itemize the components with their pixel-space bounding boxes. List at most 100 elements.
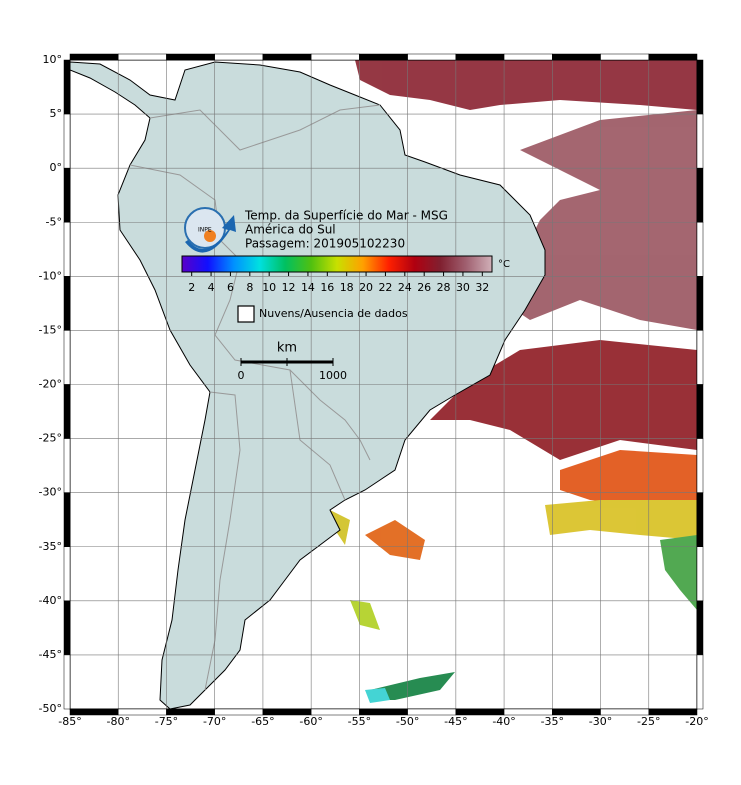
lon-label: -70° <box>203 715 226 728</box>
frame-segment <box>696 59 704 115</box>
colorbar-label: 12 <box>282 281 296 294</box>
lat-label: -20° <box>39 378 62 391</box>
frame-segment <box>166 53 215 61</box>
frame-segment <box>696 654 704 710</box>
lat-label: -50° <box>39 702 62 715</box>
frame-segment <box>63 492 71 547</box>
frame-segment <box>648 708 698 716</box>
colorbar-label: 20 <box>359 281 373 294</box>
lon-label: -80° <box>106 715 129 728</box>
title-line: Passagem: 201905102230 <box>245 237 405 251</box>
scale-start: 0 <box>238 369 245 382</box>
legend-swatch <box>237 305 255 323</box>
frame-segment <box>552 53 601 61</box>
frame-segment <box>63 59 71 115</box>
colorbar-label: 22 <box>378 281 392 294</box>
lon-label: -45° <box>444 715 467 728</box>
frame-segment <box>262 53 312 61</box>
colorbar-label: 18 <box>340 281 354 294</box>
colorbar-label: 24 <box>398 281 412 294</box>
frame-segment <box>69 53 119 61</box>
frame-segment <box>63 167 71 223</box>
frame-segment <box>696 384 704 439</box>
lon-label: -40° <box>492 715 515 728</box>
logo-text: INPE <box>198 227 212 234</box>
lon-label: -55° <box>348 715 371 728</box>
frame-segment <box>359 53 408 61</box>
frame-segment <box>63 384 71 439</box>
frame-ticks <box>63 53 704 716</box>
frame-segment <box>310 53 360 61</box>
colorbar-label: 2 <box>188 281 195 294</box>
colorbar-label: 28 <box>437 281 451 294</box>
frame-segment <box>696 330 704 385</box>
lat-label: -10° <box>39 269 62 282</box>
lon-label: -50° <box>396 715 419 728</box>
lat-label: -40° <box>39 594 62 607</box>
frame-segment <box>696 600 704 656</box>
scale-end: 1000 <box>319 369 347 382</box>
lat-label: -25° <box>39 432 62 445</box>
frame-segment <box>214 53 264 61</box>
frame-segment <box>696 492 704 547</box>
lat-label: -35° <box>39 540 62 553</box>
scale-unit: km <box>277 341 297 356</box>
frame-segment <box>63 330 71 385</box>
lat-label: -45° <box>39 648 62 661</box>
borders <box>129 104 381 691</box>
colorbar-label: 32 <box>475 281 489 294</box>
colorbar-label: 16 <box>320 281 334 294</box>
title-line: Temp. da Superfície do Mar - MSG <box>244 209 448 223</box>
frame-segment <box>407 53 457 61</box>
lat-label: 5° <box>50 107 63 120</box>
frame-segment <box>117 53 167 61</box>
frame-segment <box>63 438 71 493</box>
lon-label: -25° <box>637 715 660 728</box>
colorbar-label: 6 <box>227 281 234 294</box>
colorbar-label: 14 <box>301 281 315 294</box>
colorbar-label: 8 <box>246 281 253 294</box>
logo: INPE <box>184 207 236 253</box>
frame-segment <box>63 546 71 602</box>
frame-segment <box>696 222 704 277</box>
sst-field <box>330 60 697 703</box>
lon-label: -35° <box>541 715 564 728</box>
lon-label: -60° <box>299 715 322 728</box>
frame-segment <box>63 222 71 277</box>
axis-labels: 10° 5° 0° -5° -10° -15° -20° -25° -30° -35° -40° -4… <box>39 53 709 728</box>
frame-segment <box>696 546 704 602</box>
frame-segment <box>696 167 704 223</box>
frame-segment <box>63 654 71 710</box>
lat-label: 0° <box>50 161 63 174</box>
legend-label: Nuvens/Ausencia de dados <box>259 307 408 320</box>
lon-label: -65° <box>251 715 274 728</box>
lon-label: -75° <box>155 715 178 728</box>
lat-label: -15° <box>39 323 62 336</box>
lon-label: -30° <box>589 715 612 728</box>
frame-segment <box>503 53 553 61</box>
frame-segment <box>63 276 71 331</box>
lat-label: 10° <box>43 53 63 66</box>
lat-label: -30° <box>39 486 62 499</box>
frame-segment <box>63 113 71 169</box>
colorbar-unit: °C <box>498 259 510 270</box>
colorbar-label: 10 <box>262 281 276 294</box>
colorbar-label: 30 <box>456 281 470 294</box>
frame-segment <box>600 53 650 61</box>
lon-label: -20° <box>685 715 708 728</box>
scale-bar <box>240 358 334 366</box>
graticule <box>70 60 697 709</box>
colorbar <box>181 255 493 273</box>
lon-label: -85° <box>58 715 81 728</box>
map-area <box>70 60 697 709</box>
colorbar-ticks: 2 4 6 8 10 12 14 16 18 20 22 24 26 28 30 32 <box>188 272 489 294</box>
frame-segment <box>455 53 505 61</box>
frame-segment <box>696 276 704 331</box>
frame-segment <box>696 113 704 169</box>
colorbar-label: 4 <box>208 281 215 294</box>
frame-segment <box>648 53 698 61</box>
title-line: América do Sul <box>245 223 336 237</box>
colorbar-label: 26 <box>417 281 431 294</box>
